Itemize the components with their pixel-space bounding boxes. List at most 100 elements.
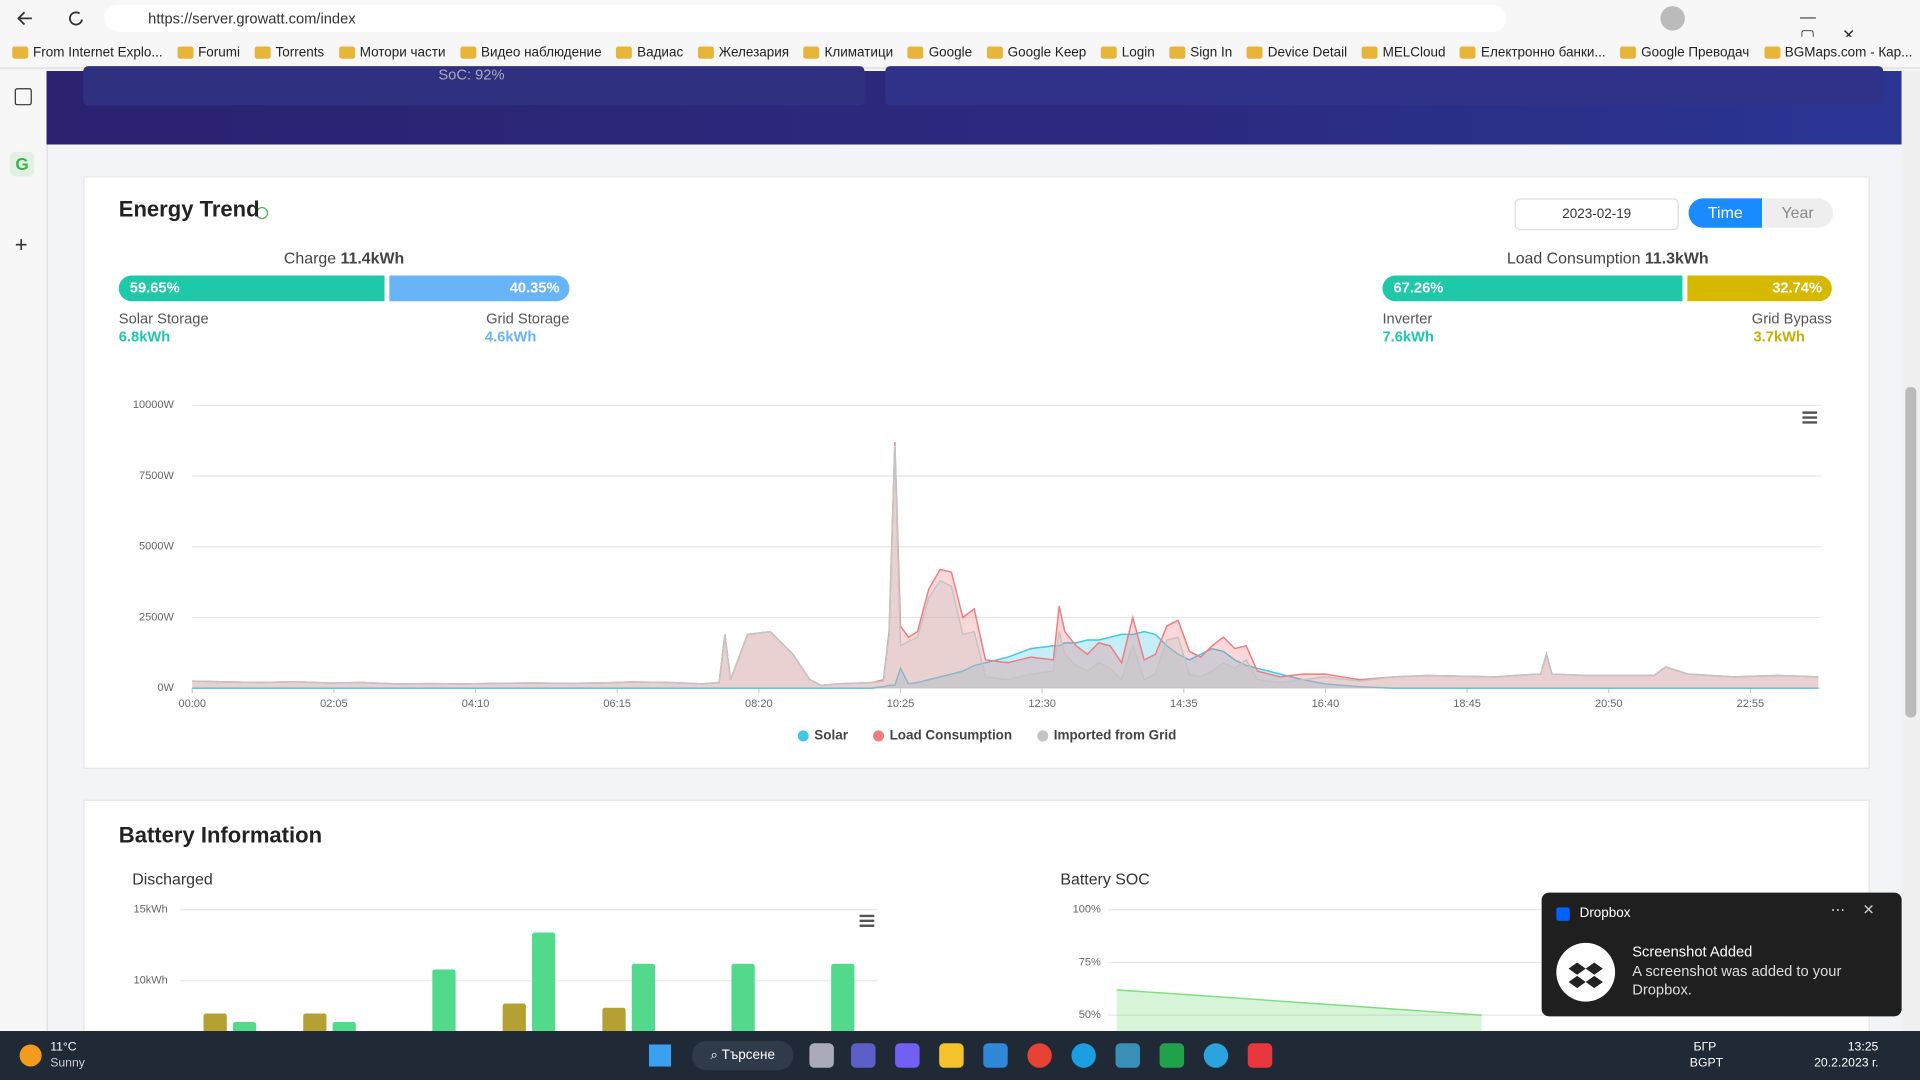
profile[interactable] [1660, 6, 1685, 31]
segment: 59.65% [118, 275, 385, 302]
bookmark-text: Forumi [198, 44, 241, 60]
dropbox-logo [1556, 942, 1616, 1002]
app-icon[interactable] [983, 1043, 1008, 1068]
bookmark[interactable]: From Internet Explo... [12, 44, 163, 60]
y-tick-label: 15kWh [133, 904, 167, 916]
bookmark[interactable]: Електронно банки... [1460, 44, 1606, 60]
bookmark[interactable]: Forumi [177, 44, 241, 60]
scroll-thumb[interactable] [1905, 386, 1917, 718]
series-line [1116, 989, 1482, 1016]
segment-name: Grid Bypass [1751, 309, 1832, 327]
bookmark[interactable]: Вадиас [616, 45, 683, 59]
bookmark[interactable]: Видео наблюдение [460, 45, 602, 59]
lang-layout[interactable]: BGPT [1689, 1056, 1724, 1071]
app-icon [1556, 907, 1570, 921]
nav-buttons[interactable] [15, 7, 88, 29]
year-button[interactable]: Year [1762, 198, 1834, 228]
info-card: SoC: 92% [83, 66, 865, 106]
bookmark[interactable]: Google Преводач [1620, 45, 1749, 59]
chart-menu[interactable] [859, 914, 875, 927]
bookmark-text: From Internet Explo... [33, 44, 163, 60]
date-text: 2023-02-19 [1562, 206, 1632, 222]
app-icon[interactable] [1071, 1043, 1096, 1068]
app-icon[interactable] [1115, 1043, 1141, 1068]
legend-text[interactable]: Imported from Grid [1054, 727, 1177, 742]
address-bar[interactable]: https://server.growatt.com/index [104, 4, 1507, 32]
x-tick-label: 10:25 [887, 698, 915, 710]
notification-body: A screenshot was added to your Dropbox. [1632, 962, 1842, 998]
bookmark[interactable]: Google [907, 45, 972, 59]
app-icon[interactable] [939, 1043, 964, 1068]
chart-menu[interactable] [1802, 411, 1818, 424]
bookmark-icon [986, 45, 1003, 59]
search-text: Търсене [721, 1048, 775, 1063]
legend-text[interactable]: Solar [814, 727, 848, 742]
scrollbar[interactable] [1901, 71, 1920, 1032]
start-button[interactable] [648, 1044, 672, 1067]
legend-text[interactable]: Load Consumption [890, 727, 1013, 742]
segment: 67.26% [1382, 275, 1683, 302]
bookmark-icon [1100, 45, 1117, 59]
info-card [885, 66, 1884, 106]
bookmark[interactable]: Мотори части [338, 45, 445, 59]
temperature: 11°C [50, 1040, 77, 1055]
app-icon[interactable] [1203, 1043, 1229, 1068]
y-tick-label: 2500W [139, 611, 175, 623]
search-box[interactable]: ⌕ Търсене [691, 1040, 794, 1071]
time-button[interactable]: Time [1688, 198, 1763, 228]
info-icon[interactable] [255, 206, 269, 220]
notification-controls[interactable]: ⋯✕ [1830, 901, 1892, 919]
bookmark[interactable]: Device Detail [1246, 45, 1347, 59]
series-line [192, 442, 1819, 687]
segment-value: 3.7kWh [1753, 328, 1805, 346]
y-tick-label: 100% [1073, 904, 1101, 916]
x-tick-label: 14:35 [1170, 698, 1198, 710]
lang[interactable]: БГР [1693, 1040, 1717, 1055]
app-icon[interactable] [1159, 1043, 1185, 1068]
date-picker[interactable]: 2023-02-19 [1514, 198, 1679, 231]
bookmark[interactable]: BGMaps.com - Кар... [1763, 45, 1912, 59]
add-icon[interactable]: + [14, 232, 28, 258]
total: 11.3kWh [1644, 248, 1709, 267]
url-text: https://server.growatt.com/index [148, 9, 356, 27]
growatt-icon[interactable]: G [9, 151, 35, 177]
y-tick-label: 10000W [133, 399, 175, 411]
charge-header: Charge 11.4kWh [119, 249, 570, 267]
area-fill [192, 442, 1819, 689]
status-banner: SoC: 92% [46, 66, 1902, 145]
bookmark-text: Електронно банки... [1481, 44, 1606, 60]
weather-icon[interactable] [19, 1044, 42, 1067]
segment-value: 6.8kWh [118, 328, 171, 346]
app-icon[interactable] [1027, 1043, 1052, 1068]
bookmark[interactable]: Железария [697, 45, 789, 59]
date[interactable]: 20.2.2023 г. [1814, 1056, 1879, 1071]
bookmark-icon [338, 45, 355, 59]
bookmark-text: Login [1121, 44, 1155, 60]
bookmark-text: Google Keep [1007, 44, 1087, 60]
bookmark[interactable]: Torrents [254, 45, 324, 59]
bookmark[interactable]: Sign In [1169, 44, 1233, 60]
label: Charge [283, 248, 337, 267]
app-icon[interactable] [1247, 1043, 1273, 1068]
area-fill [192, 631, 1819, 689]
app-icon[interactable] [851, 1043, 876, 1068]
bookmark[interactable]: Login [1100, 44, 1155, 60]
notification[interactable]: Dropbox ⋯✕ Screenshot Added A screenshot… [1541, 892, 1902, 1017]
bookmark-text: Sign In [1190, 44, 1233, 60]
bookmark[interactable]: Google Keep [986, 44, 1087, 60]
bookmark[interactable]: Климатици [803, 45, 893, 59]
energy-card: 2023-02-19 Time Year Charge 11.4kWh 59.6… [83, 176, 1870, 769]
segment-value: 7.6kWh [1382, 328, 1434, 346]
app-icon[interactable] [809, 1043, 834, 1068]
bookmark-icon [616, 45, 633, 59]
tabs-icon[interactable] [14, 88, 32, 106]
y-tick-label: 0W [157, 682, 174, 694]
bookmark-icon [1246, 45, 1263, 59]
x-tick-label: 20:50 [1595, 698, 1623, 710]
bookmark[interactable]: MELCloud [1361, 45, 1445, 59]
app-icon[interactable] [895, 1043, 920, 1068]
y-tick-label: 75% [1079, 956, 1101, 968]
bookmark-icon [1169, 45, 1186, 59]
clock[interactable]: 13:25 [1847, 1040, 1879, 1055]
